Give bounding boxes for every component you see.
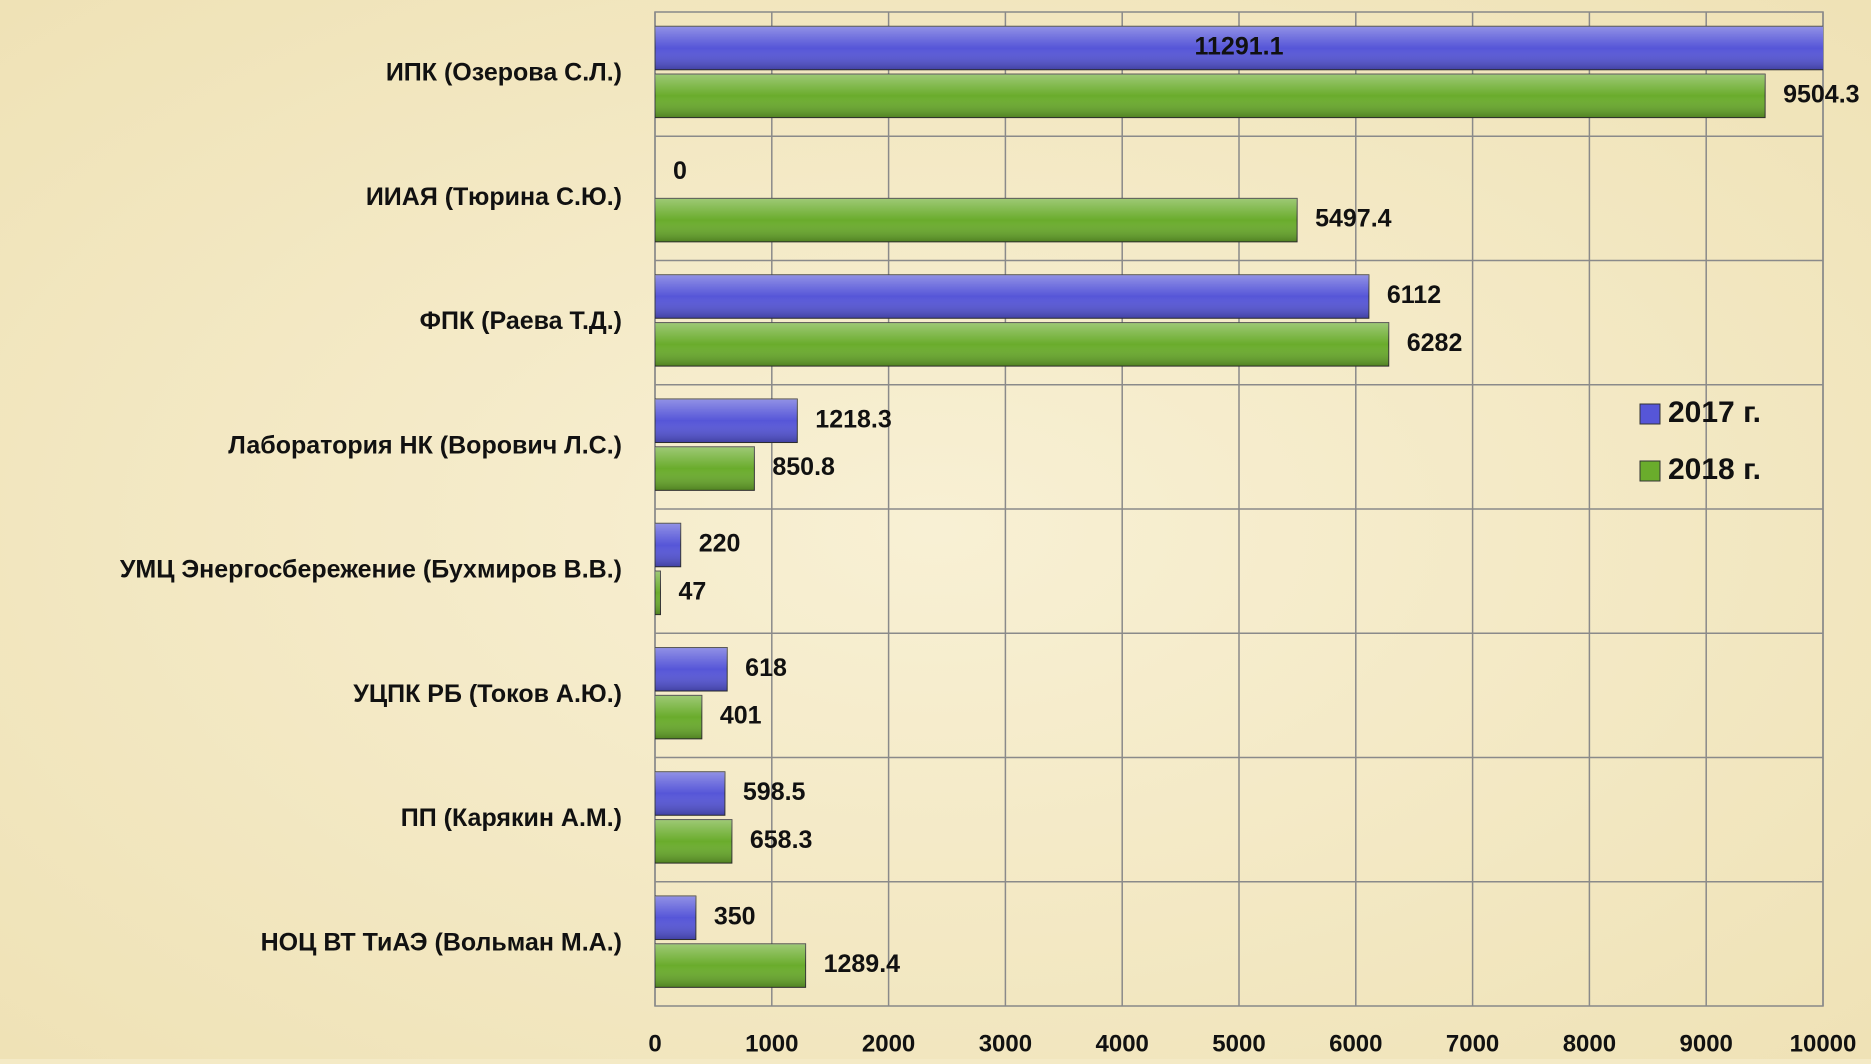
x-tick-label: 6000 [1329,1030,1382,1057]
x-tick-label: 8000 [1563,1030,1616,1057]
data-label: 5497.4 [1315,205,1392,233]
y-tick-label: УМЦ Энергосбережение (Бухмиров В.В.) [120,556,622,584]
bar-shade [655,943,806,988]
y-tick-label: Лаборатория НК (Ворович Л.С.) [228,431,622,459]
bar-shade [655,523,681,567]
bar-shade [655,695,702,739]
x-tick-label: 2000 [862,1030,915,1057]
bar-shade [655,26,1823,70]
x-tick-label: 10000 [1790,1030,1857,1057]
legend-swatch [1639,403,1661,425]
y-tick-label: ПП (Карякин А.М.) [401,804,622,832]
bar-shade [655,74,1766,118]
data-label: 658.3 [750,826,813,854]
bar-shade [655,322,1389,367]
bars [655,25,1823,988]
legend-label: 2017 г. [1668,396,1761,429]
x-tick-label: 5000 [1212,1030,1265,1057]
data-label: 6282 [1407,329,1463,357]
data-label: 11291.1 [1195,33,1284,61]
y-tick-label: НОЦ ВТ ТиАЭ (Вольман М.А.) [261,928,622,956]
bar-shade [655,446,755,491]
data-label: 350 [714,902,756,930]
data-label: 220 [699,530,741,558]
data-label: 401 [720,702,762,730]
bar-shade [655,198,1298,242]
legend-swatch [1639,460,1661,482]
bar-shade [655,647,728,692]
y-tick-label: УЦПК РБ (Токов А.Ю.) [353,680,622,708]
bar-shade [655,819,732,864]
x-tick-label: 9000 [1680,1030,1733,1057]
x-tick-label: 0 [648,1030,661,1057]
data-label: 6112 [1387,281,1441,309]
data-label: 9504.3 [1783,80,1859,108]
x-tick-label: 4000 [1096,1030,1149,1057]
data-label: 1218.3 [815,405,891,433]
data-label: 1289.4 [824,950,901,978]
bar-shade [655,771,725,816]
y-tick-label: ФПК (Раева Т.Д.) [420,307,622,335]
data-label: 0 [673,157,687,185]
data-label: 850.8 [772,453,835,481]
bar-shade [655,274,1369,319]
x-tick-label: 3000 [979,1030,1032,1057]
bar-shade [655,399,798,443]
x-tick-label: 7000 [1446,1030,1499,1057]
y-tick-label: ИПК (Озерова С.Л.) [386,59,622,87]
bar-shade [655,571,661,615]
data-label: 598.5 [743,778,806,806]
legend-label: 2018 г. [1668,453,1761,486]
x-tick-label: 1000 [745,1030,798,1057]
y-tick-label: ИИАЯ (Тюрина С.Ю.) [366,183,622,211]
data-label: 618 [745,654,787,682]
bar-shade [655,896,696,940]
data-label: 47 [678,577,706,605]
